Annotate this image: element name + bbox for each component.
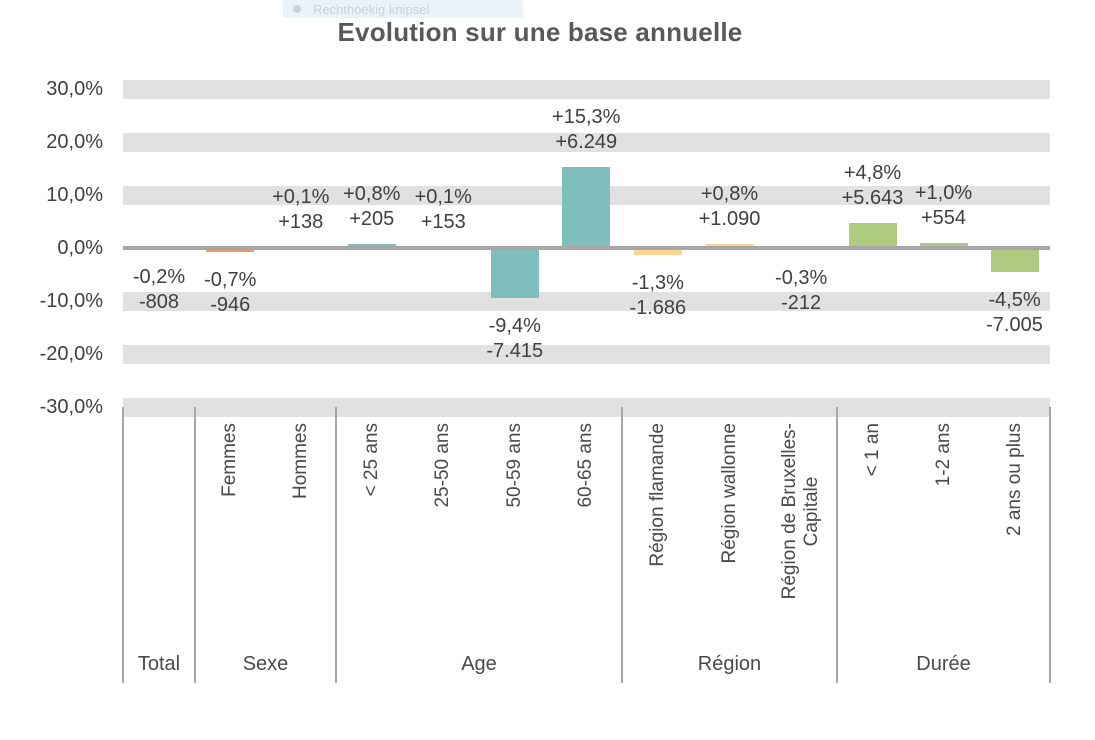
bar-pct-label: -4,5% [988,288,1041,311]
y-axis-tick-label: -10,0% [39,290,103,312]
bar-value-label: +0,1% +153 [368,185,518,235]
bar-pct-label: +0,1% [272,186,330,209]
y-axis-tick-label: 10,0% [46,184,103,206]
category-label-r-gion-flamande: Région flamande [646,423,668,567]
bar-value-label: -0,3% -212 [726,266,876,316]
snip-menu-item[interactable]: Rechthoekig knipsel [283,0,523,18]
category-label-25-ans: < 25 ans [360,423,382,497]
bar-1-an [848,222,897,248]
bar-pct-label: -1,3% [631,271,684,294]
bar-abs-label: +153 [420,211,466,234]
bar-pct-label: +4,8% [843,161,902,184]
category-label-25-50-ans: 25-50 ans [432,423,454,508]
bar-pct-label: +0,8% [700,182,759,205]
zero-axis-line [123,246,1050,250]
bar-pct-label: -9,4% [488,314,541,337]
y-axis-tick-label: 20,0% [46,131,103,153]
bar-value-label: -0,7% -946 [155,268,305,318]
bar-abs-label: -946 [210,293,251,316]
bar-abs-label: +138 [278,211,324,234]
bar-pct-label: +0,1% [414,186,472,209]
gridline-band [123,291,1050,311]
bar-pct-label: +15,3% [552,105,621,128]
group-separator [621,407,623,683]
y-axis-tick-label: -30,0% [39,396,103,418]
gridline-band [123,397,1050,417]
bar-pct-label: -0,2% [132,266,186,289]
gridline-band [123,79,1050,99]
category-label-1-an: < 1 an [861,423,883,477]
bar-r-gion-flamande [633,248,682,255]
chart-title: Evolution sur une base annuelle [337,17,743,47]
bar-pct-label: -0,7% [204,268,257,291]
category-label-femmes: Femmes [219,423,241,497]
bar-value-label: +0,8% +1.090 [655,182,805,232]
bar-value-label: +0,1% +138 [226,185,376,235]
bar-abs-label: +205 [349,207,395,230]
bar-value-label: +0,8% +205 [297,182,447,232]
group-separator [335,407,337,683]
bar-abs-label: -808 [138,291,180,314]
group-label-age: Age [461,653,497,675]
group-separator [1049,407,1051,683]
group-label-dur-e: Durée [916,653,971,675]
bar-25-ans [347,243,396,248]
bar-pct-label: +1,0% [914,181,973,204]
bar-abs-label: -212 [781,291,822,314]
bar-pct-label: -0,3% [775,266,828,289]
snip-menu-label: Rechthoekig knipsel [313,1,430,17]
bar-value-label: -4,5% -7.005 [940,288,1090,338]
group-label-r-gion: Région [697,653,762,675]
group-separator [194,407,196,683]
bar-abs-label: -1.686 [629,296,687,319]
bar-value-label: -1,3% -1.686 [583,271,733,321]
gridline-band [123,344,1050,364]
bar-value-label: -9,4% -7.415 [440,314,590,364]
category-label-r-gion-wallonne: Région wallonne [718,423,740,564]
bar-1-2-ans [919,242,968,248]
category-label-hommes: Hommes [289,423,311,500]
bar-value-label: +15,3% +6.249 [511,105,661,155]
category-label-1-2-ans: 1-2 ans [932,423,954,487]
y-axis-tick-label: 30,0% [46,78,103,100]
group-label-sexe: Sexe [242,653,289,675]
category-label-r-gion-de-bruxelles-capitale: Région de Bruxelles- Capitale [779,423,823,600]
y-axis-tick-label: -20,0% [39,343,103,365]
bar-value-label: -0,2% -808 [84,265,234,315]
category-label-2-ans-ou-plus: 2 ans ou plus [1003,423,1025,537]
bar-50-59-ans [490,248,539,298]
bar-abs-label: +1.090 [698,207,761,230]
bar-pct-label: +0,8% [343,182,401,205]
bar-r-gion-wallonne [705,243,754,248]
bar-value-label: +1,0% +554 [869,181,1019,231]
group-separator [836,407,838,683]
bullet-icon [293,5,301,13]
y-axis-tick-label: 0,0% [57,237,103,259]
bar-abs-label: -7.415 [486,339,544,362]
bar-abs-label: -7.005 [986,313,1043,336]
bar-60-65-ans [562,166,611,248]
bar-value-label: +4,8% +5.643 [798,161,948,211]
bar-abs-label: +5.643 [841,186,904,209]
gridline-band [123,132,1050,152]
group-separator [122,407,124,683]
bar-abs-label: +554 [920,206,967,229]
group-label-total: Total [137,653,181,675]
bar-2-ans-ou-plus [990,248,1039,272]
bar-abs-label: +6.249 [555,130,618,153]
category-label-60-65-ans: 60-65 ans [575,423,597,508]
category-label-50-59-ans: 50-59 ans [503,423,525,508]
